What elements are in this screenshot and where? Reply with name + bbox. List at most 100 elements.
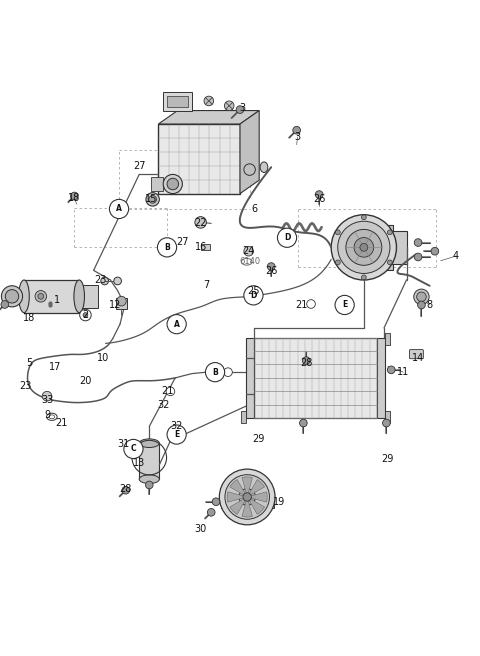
Circle shape: [205, 363, 225, 382]
Circle shape: [117, 297, 126, 306]
Text: 29: 29: [252, 434, 264, 444]
Text: 4: 4: [453, 251, 459, 261]
Circle shape: [109, 199, 129, 218]
Circle shape: [204, 96, 214, 106]
Circle shape: [35, 291, 47, 302]
Circle shape: [145, 481, 153, 489]
Polygon shape: [242, 477, 252, 497]
Bar: [380, 231, 407, 264]
Text: 14: 14: [411, 353, 424, 363]
Polygon shape: [240, 111, 259, 194]
Text: 21: 21: [295, 300, 308, 310]
Text: 28: 28: [120, 484, 132, 494]
Text: 28: 28: [300, 358, 312, 367]
Text: 26: 26: [313, 194, 325, 205]
Ellipse shape: [260, 162, 268, 173]
Text: B: B: [212, 367, 218, 377]
Circle shape: [239, 489, 255, 505]
Circle shape: [212, 498, 220, 506]
Circle shape: [307, 300, 315, 308]
Text: 15: 15: [145, 194, 157, 205]
Bar: [167, 96, 188, 107]
Circle shape: [166, 387, 175, 396]
Circle shape: [244, 164, 255, 175]
Text: 20: 20: [79, 376, 92, 386]
Circle shape: [243, 493, 252, 501]
Circle shape: [38, 293, 44, 299]
Circle shape: [336, 230, 340, 235]
Circle shape: [315, 191, 323, 198]
Circle shape: [302, 357, 310, 365]
Text: 21: 21: [161, 386, 173, 396]
Circle shape: [1, 300, 9, 308]
Text: 10: 10: [97, 353, 109, 363]
Circle shape: [1, 286, 23, 307]
Polygon shape: [158, 111, 259, 124]
Text: 6140: 6140: [239, 257, 260, 266]
Circle shape: [167, 178, 179, 190]
Bar: [116, 298, 127, 309]
Circle shape: [244, 286, 263, 305]
Bar: [385, 411, 390, 423]
Text: A: A: [174, 319, 180, 329]
Polygon shape: [227, 492, 247, 502]
Text: 32: 32: [170, 421, 183, 432]
Circle shape: [331, 215, 396, 280]
Circle shape: [195, 216, 206, 228]
Polygon shape: [230, 497, 247, 514]
Circle shape: [387, 260, 392, 265]
Text: E: E: [342, 300, 347, 310]
Text: 12: 12: [109, 300, 121, 310]
Circle shape: [414, 239, 422, 247]
Bar: [361, 224, 393, 270]
Bar: [163, 92, 192, 111]
Circle shape: [417, 292, 426, 302]
Bar: [377, 338, 385, 419]
Text: 18: 18: [68, 194, 81, 203]
Text: 27: 27: [176, 237, 189, 247]
Circle shape: [346, 230, 382, 265]
Circle shape: [361, 215, 366, 220]
Bar: [241, 411, 246, 423]
Circle shape: [83, 313, 88, 318]
Circle shape: [277, 228, 297, 247]
Ellipse shape: [74, 280, 84, 313]
Circle shape: [122, 486, 130, 494]
Bar: [254, 338, 377, 419]
Circle shape: [124, 440, 143, 459]
Text: 8: 8: [427, 300, 432, 310]
Text: 18: 18: [23, 314, 35, 323]
Circle shape: [207, 508, 215, 516]
Circle shape: [414, 289, 429, 304]
Text: 6: 6: [252, 204, 257, 214]
Text: A: A: [116, 205, 122, 213]
Circle shape: [224, 368, 232, 377]
Text: D: D: [284, 234, 290, 242]
Bar: [201, 245, 210, 250]
Polygon shape: [230, 480, 247, 497]
Circle shape: [414, 253, 422, 261]
Text: E: E: [174, 430, 179, 439]
Text: 26: 26: [265, 266, 277, 276]
Circle shape: [101, 277, 108, 285]
Circle shape: [71, 192, 78, 200]
Text: 22: 22: [194, 218, 207, 228]
Circle shape: [300, 419, 307, 427]
Circle shape: [338, 221, 390, 274]
Circle shape: [249, 286, 258, 295]
Circle shape: [293, 127, 300, 134]
Bar: [24, 280, 79, 313]
Bar: [139, 443, 159, 479]
Bar: [221, 494, 274, 508]
Circle shape: [244, 247, 253, 256]
Text: 27: 27: [133, 161, 145, 171]
Text: 1: 1: [54, 295, 60, 305]
Polygon shape: [158, 124, 240, 194]
Ellipse shape: [139, 475, 159, 483]
Text: 23: 23: [95, 275, 107, 285]
Text: B: B: [164, 243, 170, 252]
Circle shape: [225, 101, 234, 111]
Circle shape: [225, 475, 269, 520]
Circle shape: [383, 419, 390, 427]
Text: 9: 9: [44, 411, 50, 420]
